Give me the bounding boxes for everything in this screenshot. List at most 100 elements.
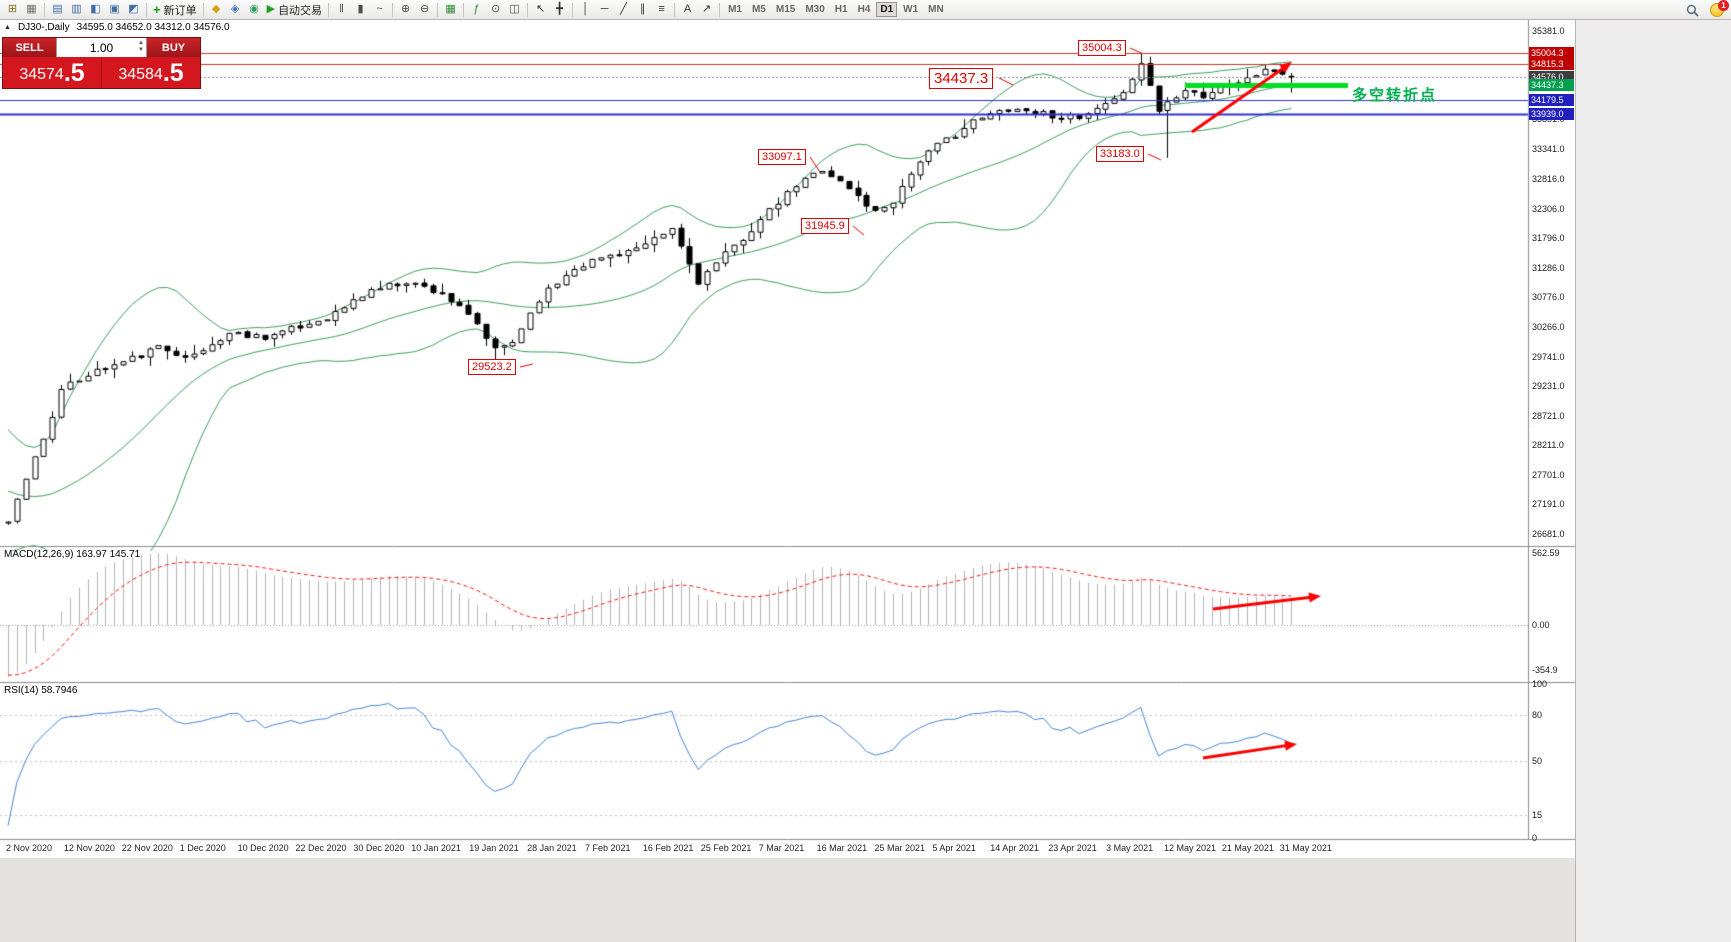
fibonacci-icon: ≡ [658,3,665,15]
timeframe-m5-button[interactable]: M5 [751,4,766,15]
timeframe-mn-button[interactable]: MN [928,4,944,15]
auto-trading-button[interactable]: ▶ 自动交易 [264,1,325,18]
strategy-tester-icon: ◩ [128,3,139,15]
timeframe-d1-button[interactable]: D1 [876,2,898,17]
toolbar-separator [572,2,574,17]
search-icon [1686,4,1699,17]
navigator-button[interactable]: ◧ [86,1,105,18]
candlestick-chart-button[interactable]: ▮ [351,1,370,18]
one-click-price-row: 34574.5 34584.5 [3,57,200,88]
buy-button[interactable]: BUY [147,38,200,57]
search-button[interactable] [1683,2,1702,19]
bar-chart-button[interactable]: ‖ [332,1,351,18]
market-watch-button[interactable]: ▤ [48,1,67,18]
cursor-button[interactable]: ↖ [531,1,550,18]
chart-ohlc: 34595.0 34652.0 34312.0 34576.0 [76,22,230,33]
toolbar-separator [527,2,529,17]
cursor-icon: ↖ [535,3,546,15]
timeframe-h4-button[interactable]: H4 [857,4,871,15]
text-label-button[interactable]: A [678,1,697,18]
timeframe-m1-button[interactable]: M1 [728,4,742,15]
toolbar-separator [202,2,204,17]
market-watch-icon: ▤ [52,3,63,15]
toolbar-separator [674,2,676,17]
periods-button[interactable]: ⊙ [486,1,505,18]
sell-price-frac: .5 [63,59,85,87]
new-chart-button[interactable]: ⊞ [3,1,22,18]
data-window-button[interactable]: ▥ [67,1,86,18]
sell-price[interactable]: 34574.5 [3,57,101,88]
timeframe-m30-button[interactable]: M30 [805,4,825,15]
vertical-line-button[interactable]: │ [576,1,595,18]
crosshair-button[interactable]: ╋ [550,1,569,18]
auto-trading-label: 自动交易 [278,4,323,17]
volume-spinner[interactable]: ▲ ▼ [138,40,144,54]
periods-icon: ⊙ [490,3,501,15]
new-order-label: 新订单 [163,4,197,17]
arrow-objects-icon: ↗ [701,3,712,15]
templates-button[interactable]: ◫ [505,1,524,18]
rsi-label: RSI(14) 58.7946 [4,685,78,696]
profiles-button[interactable]: ▦ [22,1,41,18]
tile-windows-icon: ▦ [445,3,456,15]
macd-label: MACD(12,26,9) 163.97 145.71 [4,549,141,560]
horizontal-line-button[interactable]: ─ [595,1,614,18]
zoom-in-button[interactable]: ⊕ [396,1,415,18]
indicators-icon: ƒ [473,3,480,15]
navigator-icon: ◧ [90,3,101,15]
volume-down-icon[interactable]: ▼ [138,47,144,53]
toolbar-separator [146,2,147,17]
toolbar: ⊞ ▦ ▤ ▥ ◧ ▣ ◩ + 新订单 ◆ ◈ ◉ ▶ 自动交易 ‖ ▮ ~ ⊕ ⊖ ▦ ƒ ⊙ ◫ ↖ ╋ │ ─ ╱ ∥ ≡ A ↗ M1 M… [0,0,1731,20]
data-window-icon: ▥ [71,3,82,15]
chart-title-row: ▲ DJ30-,Daily 34595.0 34652.0 34312.0 34… [4,22,230,33]
zoom-out-button[interactable]: ⊖ [415,1,434,18]
refresh-button[interactable]: ◉ [245,1,264,18]
fibonacci-button[interactable]: ≡ [652,1,671,18]
volume-value: 1.00 [89,40,114,55]
oneclick-toggle-icon[interactable]: ▲ [4,24,11,31]
chart-profile-button[interactable]: ◈ [226,1,245,18]
buy-price[interactable]: 34584.5 [101,57,200,88]
auto-trading-icon: ▶ [266,3,276,15]
one-click-trading-panel: SELL 1.00 ▲ ▼ BUY 34574.5 34 [2,37,201,89]
equidistant-channel-button[interactable]: ∥ [633,1,652,18]
sell-button[interactable]: SELL [3,38,56,57]
sell-button-label: SELL [15,41,44,54]
terminal-button[interactable]: ▣ [105,1,124,18]
trendline-button[interactable]: ╱ [614,1,633,18]
chart-template-icon: ◆ [211,3,221,15]
refresh-icon: ◉ [249,3,259,15]
text-label-icon: A [683,3,692,15]
new-order-icon: + [153,2,161,17]
notification-button[interactable]: 1 [1710,0,1729,17]
equidistant-channel-icon: ∥ [639,3,646,15]
new-order-button[interactable]: + 新订单 [150,1,200,18]
zoom-in-icon: ⊕ [400,3,411,15]
volume-input[interactable]: 1.00 ▲ ▼ [56,38,147,57]
vertical-line-icon: │ [582,3,589,15]
indicators-button[interactable]: ƒ [467,1,486,18]
toolbar-separator [328,2,330,17]
strategy-tester-button[interactable]: ◩ [124,1,143,18]
chart-symbol-period: DJ30-,Daily [17,22,70,33]
volume-up-icon[interactable]: ▲ [138,40,144,46]
candlestick-chart-icon: ▮ [357,3,364,15]
notification-badge: 1 [1718,0,1729,11]
chart-template-button[interactable]: ◆ [207,1,226,18]
toolbar-separator [392,2,394,17]
tile-windows-button[interactable]: ▦ [441,1,460,18]
bar-chart-icon: ‖ [339,3,344,15]
timeframe-m15-button[interactable]: M15 [775,4,796,15]
toolbar-separator [44,2,45,17]
toolbar-separator [463,2,465,17]
horizontal-line-icon: ─ [600,3,609,15]
line-chart-icon: ~ [376,3,383,15]
chart-canvas[interactable] [0,20,1575,858]
crosshair-icon: ╋ [556,3,563,15]
line-chart-button[interactable]: ~ [370,1,389,18]
arrow-objects-button[interactable]: ↗ [697,1,716,18]
timeframe-h1-button[interactable]: H1 [834,4,848,15]
zoom-out-icon: ⊖ [419,3,430,15]
timeframe-w1-button[interactable]: W1 [903,4,919,15]
